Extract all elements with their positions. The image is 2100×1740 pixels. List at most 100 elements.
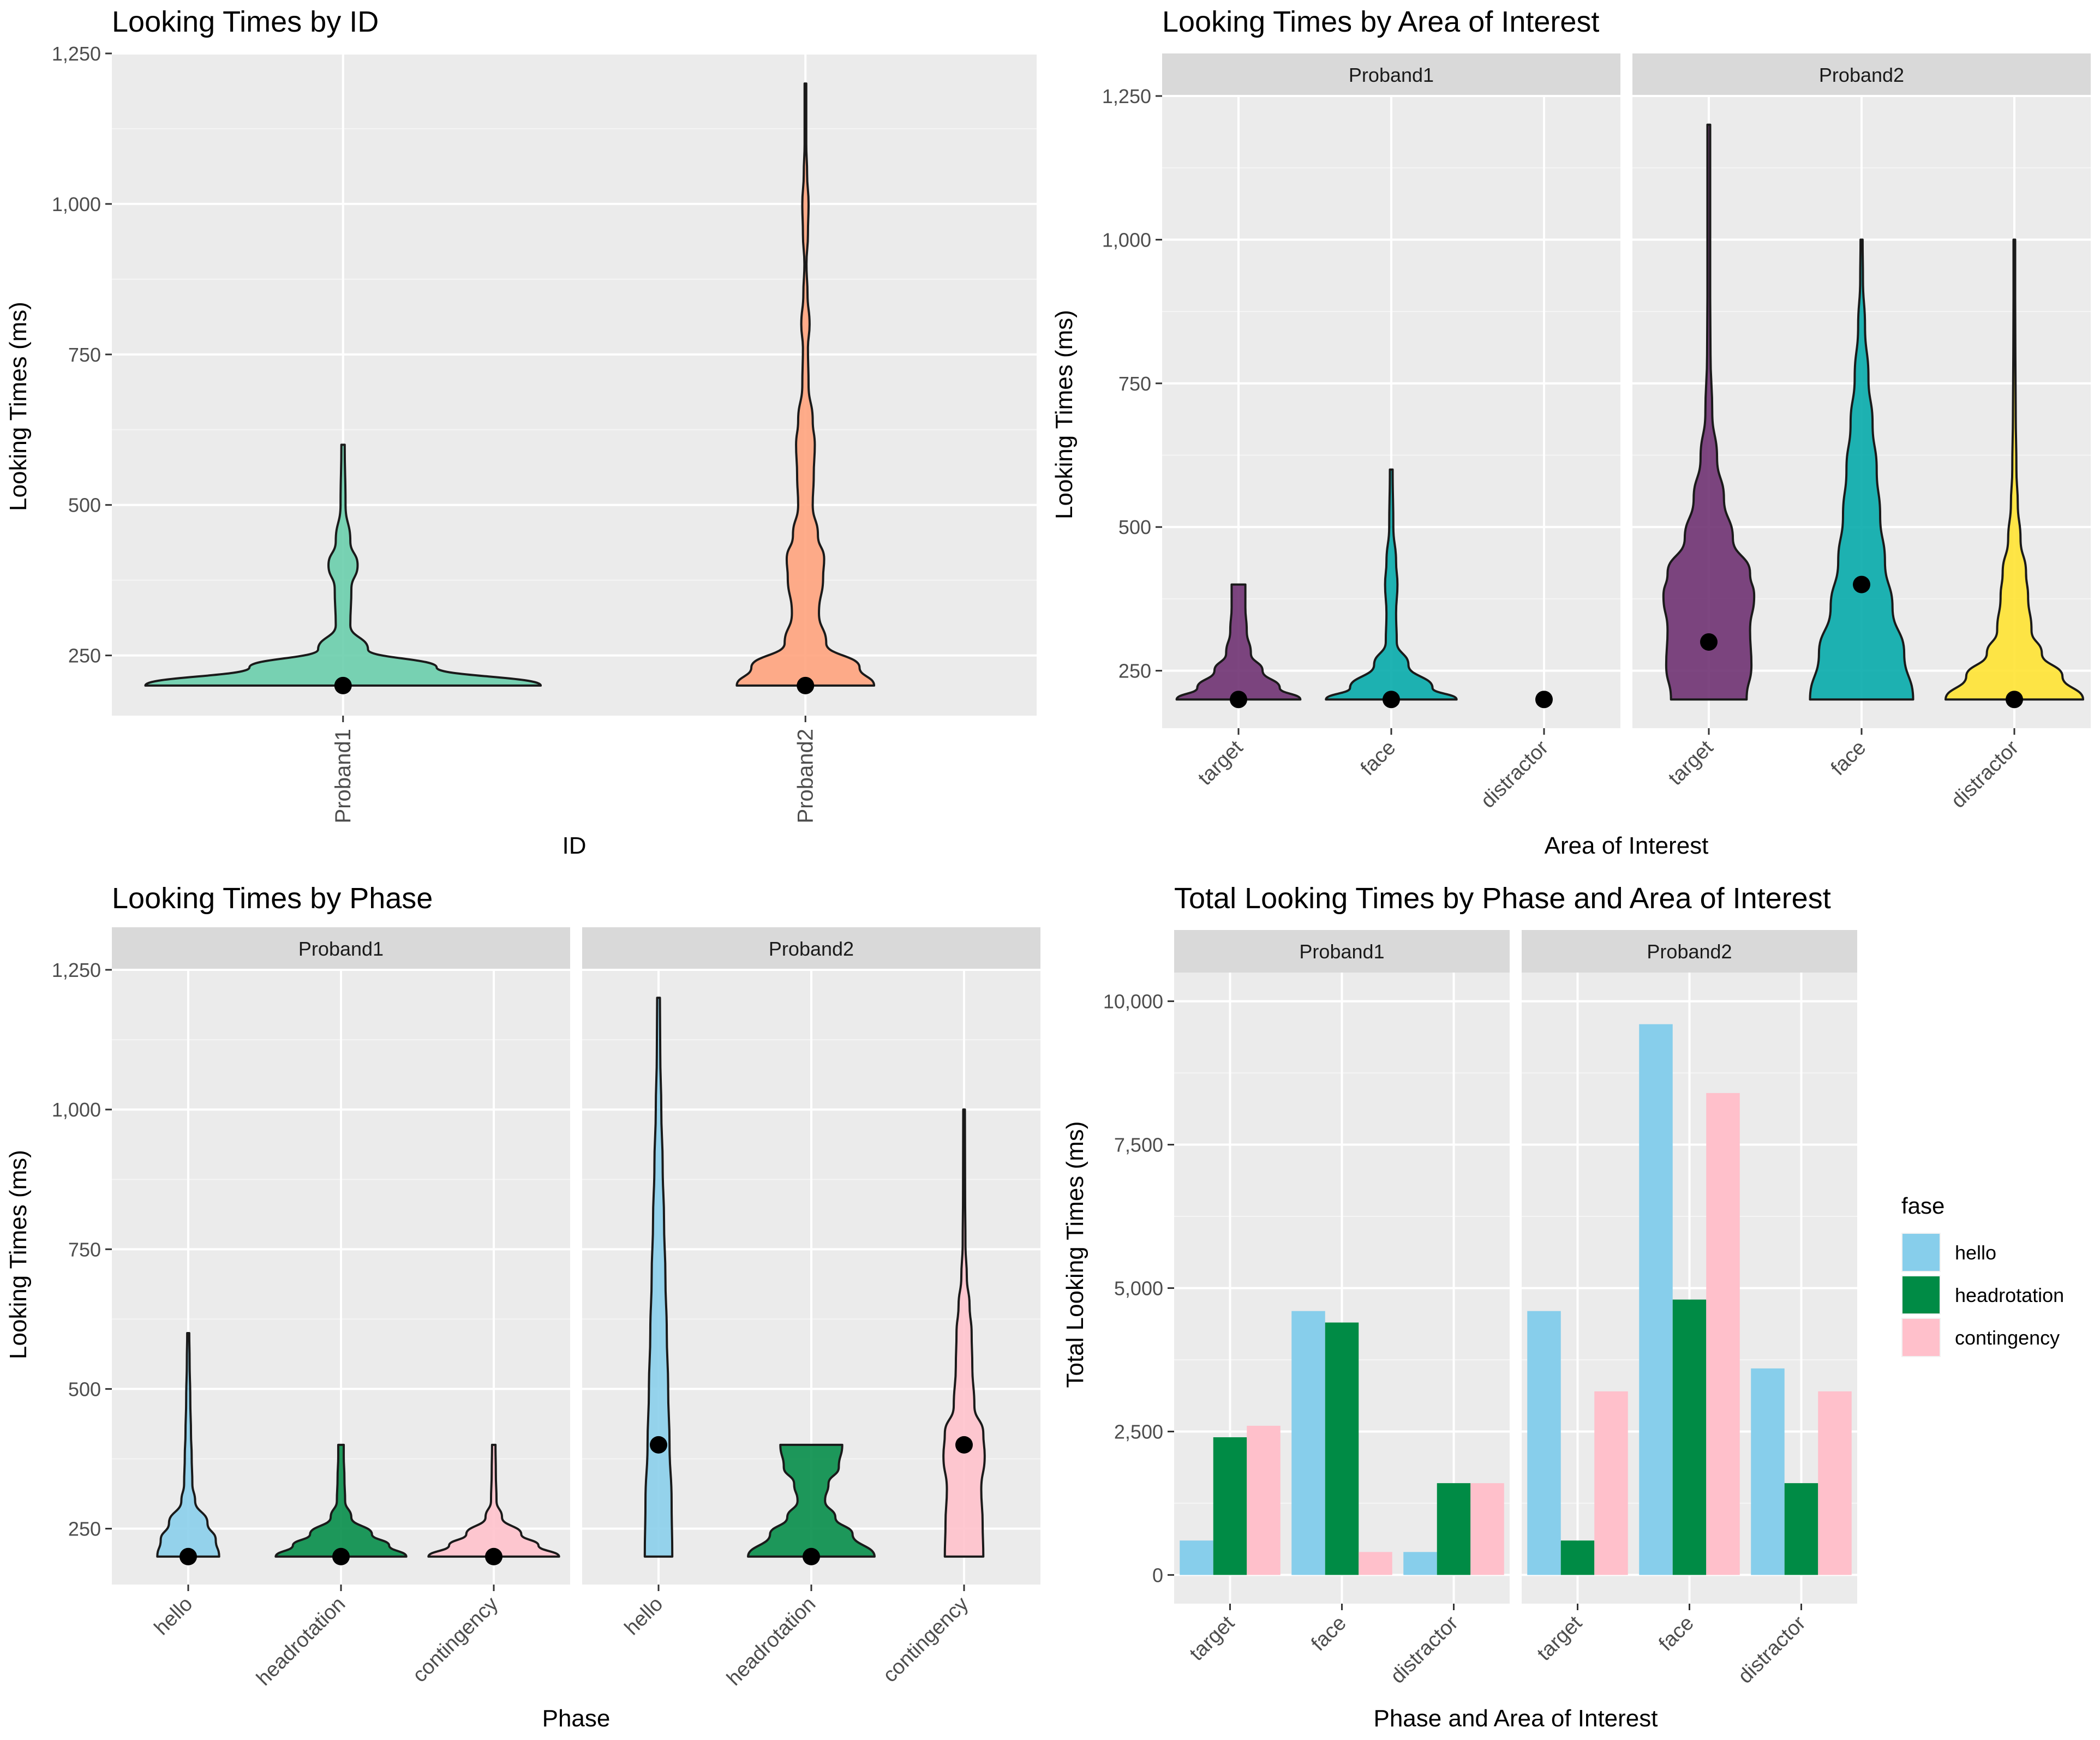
bar	[1470, 1483, 1504, 1575]
y-axis-label: Total Looking Times (ms)	[1062, 1121, 1088, 1388]
median-point	[1230, 691, 1247, 709]
violin-shape	[1662, 123, 1756, 701]
bar	[1437, 1483, 1471, 1575]
violin-shape	[1325, 468, 1458, 701]
y-tick-label: 750	[68, 344, 101, 366]
violin-shape	[942, 1108, 986, 1558]
facet-strip	[1162, 53, 1620, 96]
facet-strip	[1522, 930, 1857, 973]
y-tick-label: 1,250	[52, 959, 101, 981]
bar	[1594, 1391, 1628, 1575]
y-tick-label: 1,000	[52, 193, 101, 215]
x-tick-label: distractor	[1386, 1611, 1463, 1688]
y-tick-label: 7,500	[1114, 1134, 1163, 1156]
facet-strip-label: Proband1	[1299, 940, 1384, 963]
median-point	[485, 1547, 502, 1565]
x-tick-label: distractor	[1947, 736, 2023, 812]
violin-shape	[144, 443, 542, 687]
y-axis-label: Looking Times (ms)	[5, 302, 32, 511]
median-point	[1383, 691, 1400, 709]
bar	[1672, 1299, 1707, 1575]
median-point	[1700, 633, 1718, 651]
x-tick-label: contingency	[408, 1593, 502, 1687]
facet-strip-label: Proband2	[1819, 64, 1904, 86]
legend-label: hello	[1955, 1241, 1996, 1264]
y-tick-label: 1,250	[52, 43, 101, 65]
bar	[1818, 1391, 1852, 1575]
median-point	[2006, 691, 2023, 709]
bar	[1784, 1483, 1818, 1575]
y-tick-label: 750	[1118, 373, 1151, 395]
x-tick-label: contingency	[878, 1593, 973, 1687]
x-tick-label: headrotation	[252, 1593, 350, 1690]
y-tick-label: 1,000	[52, 1099, 101, 1121]
facet-strip	[582, 927, 1040, 970]
x-tick-label: Proband1	[331, 729, 355, 823]
y-tick-label: 2,500	[1114, 1420, 1163, 1443]
legend-swatch	[1902, 1319, 1940, 1356]
x-tick-label: face	[1356, 736, 1400, 780]
bar	[1706, 1093, 1740, 1575]
y-axis-label: Looking Times (ms)	[5, 1150, 32, 1359]
violin-shape	[156, 1331, 220, 1558]
x-tick-label: headrotation	[722, 1593, 820, 1690]
y-tick-label: 0	[1152, 1564, 1163, 1586]
x-axis-label: Phase and Area of Interest	[1373, 1705, 1658, 1732]
violin-shape	[427, 1443, 560, 1558]
x-tick-label: target	[1533, 1611, 1587, 1665]
bar	[1180, 1540, 1213, 1575]
y-tick-label: 5,000	[1114, 1277, 1163, 1300]
x-axis-label: Area of Interest	[1545, 832, 1709, 859]
violin-shape	[1809, 238, 1914, 701]
median-point	[1853, 575, 1870, 593]
x-tick-label: target	[1185, 1611, 1239, 1665]
x-tick-label: Proband2	[793, 729, 817, 823]
chart-title: Looking Times by Area of Interest	[1162, 5, 1599, 38]
bar	[1213, 1437, 1247, 1575]
y-tick-label: 500	[1118, 516, 1151, 538]
violin-shape	[1945, 238, 2084, 701]
x-tick-label: distractor	[1476, 736, 1553, 812]
y-tick-label: 1,250	[1102, 85, 1151, 107]
median-point	[803, 1547, 820, 1565]
chart-title: Looking Times by ID	[112, 5, 379, 38]
x-tick-label: face	[1827, 736, 1870, 780]
legend-label: contingency	[1955, 1327, 2060, 1349]
x-tick-label: target	[1664, 736, 1718, 790]
bar	[1751, 1368, 1785, 1575]
bar	[1560, 1540, 1595, 1575]
legend-swatch	[1902, 1276, 1940, 1313]
bar	[1527, 1311, 1561, 1575]
median-point	[1535, 691, 1553, 709]
y-tick-label: 1,000	[1102, 229, 1151, 251]
median-point	[332, 1547, 350, 1565]
y-tick-label: 500	[68, 1378, 101, 1400]
y-tick-label: 750	[68, 1238, 101, 1261]
bar	[1325, 1322, 1359, 1575]
facet-strip	[1632, 53, 2091, 96]
violin-shape	[643, 997, 674, 1558]
facet-strip	[1174, 930, 1510, 973]
y-tick-label: 250	[1118, 660, 1151, 682]
legend-label: headrotation	[1955, 1284, 2064, 1306]
median-point	[955, 1436, 973, 1454]
bar	[1639, 1024, 1673, 1575]
y-axis-label: Looking Times (ms)	[1051, 310, 1078, 519]
legend-title: fase	[1901, 1193, 1945, 1219]
chart-title: Total Looking Times by Phase and Area of…	[1174, 882, 1831, 915]
facet-strip-label: Proband1	[298, 938, 384, 960]
x-tick-label: face	[1654, 1612, 1698, 1655]
violin-shape	[747, 1443, 876, 1558]
facet-strip-label: Proband2	[769, 938, 854, 960]
x-tick-label: hello	[150, 1593, 197, 1640]
facet-strip-label: Proband2	[1647, 940, 1732, 963]
x-tick-label: distractor	[1734, 1611, 1810, 1688]
y-tick-label: 250	[68, 645, 101, 667]
legend-swatch	[1902, 1234, 1940, 1271]
x-tick-label: face	[1307, 1612, 1350, 1655]
bar	[1359, 1552, 1392, 1575]
violin-shape	[735, 82, 876, 687]
facet-strip-label: Proband1	[1349, 64, 1434, 86]
median-point	[650, 1436, 667, 1454]
x-axis-label: Phase	[542, 1705, 611, 1732]
